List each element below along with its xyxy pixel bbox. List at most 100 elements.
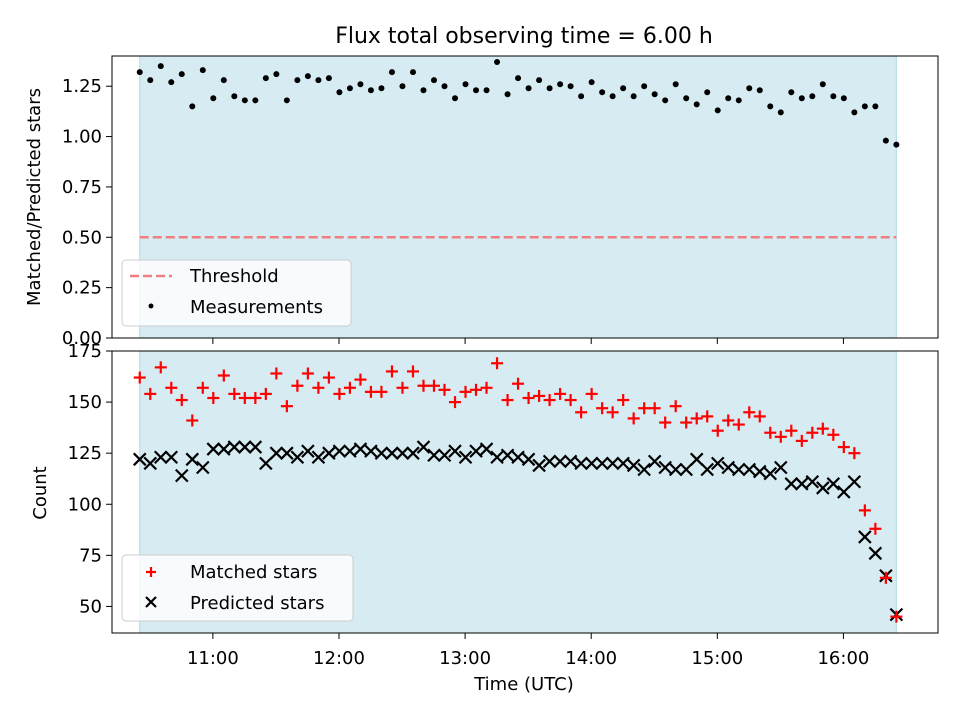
measurement-point	[399, 83, 406, 90]
bottom-panel: 50 75 100 125 150 175 11:00 12:00 13:00 14:00 15:…	[30, 341, 939, 695]
measurement-point	[557, 81, 564, 88]
matched-stars-point	[848, 447, 861, 460]
matched-stars-point	[890, 610, 903, 623]
bottom-y-tick-label: 150	[68, 392, 102, 413]
predicted-stars-point	[837, 485, 851, 499]
predicted-stars-point	[343, 444, 357, 458]
predicted-stars-point	[227, 440, 242, 454]
matched-stars-point	[722, 414, 735, 427]
matched-stars-point	[585, 387, 598, 400]
matched-stars-point	[638, 402, 651, 415]
matched-stars-point	[711, 424, 724, 437]
matched-stars-point	[217, 369, 230, 382]
legend-predicted-swatch	[145, 596, 157, 608]
legend-matched-label: Matched stars	[190, 562, 317, 583]
matched-stars-point	[406, 365, 419, 378]
predicted-stars-point	[584, 456, 599, 471]
predicted-stars-point	[563, 454, 578, 469]
x-tick-label: 15:00	[691, 648, 743, 669]
predicted-stars-point	[301, 444, 315, 458]
predicted-stars-point	[721, 460, 736, 475]
matched-stars-point	[806, 426, 819, 439]
measurement-point	[777, 109, 784, 116]
measurement-point	[388, 69, 395, 76]
measurement-point	[620, 85, 627, 92]
measurement-point	[830, 93, 837, 100]
predicted-stars-point	[710, 456, 725, 471]
bottom-plot-area	[132, 357, 904, 623]
predicted-stars-point	[532, 458, 546, 473]
predicted-stars-point	[700, 462, 715, 477]
matched-stars-point	[575, 406, 588, 419]
matched-stars-point	[427, 379, 440, 392]
measurement-point	[473, 87, 480, 94]
measurement-point	[220, 77, 227, 84]
matched-stars-point	[795, 434, 808, 447]
matched-stars-point	[312, 381, 325, 394]
matched-stars-point	[743, 406, 756, 419]
predicted-stars-point	[658, 460, 672, 475]
predicted-stars-point	[668, 462, 683, 477]
predicted-stars-point	[511, 450, 525, 465]
predicted-stars-point	[774, 460, 788, 475]
predicted-stars-point	[395, 446, 410, 460]
measurement-point	[157, 63, 164, 70]
measurement-point	[441, 83, 448, 90]
bottom-y-tick-label: 175	[68, 341, 102, 362]
predicted-stars-point	[458, 450, 473, 465]
measurement-point	[651, 91, 658, 98]
measurement-point	[420, 87, 427, 94]
predicted-stars-point	[795, 477, 809, 491]
predicted-stars-point	[626, 458, 641, 473]
measurement-point	[241, 97, 248, 104]
measurement-point	[893, 141, 900, 148]
predicted-stars-point	[500, 448, 515, 462]
bottom-legend-box	[121, 554, 354, 622]
measurement-point	[262, 75, 269, 82]
matched-stars-point	[564, 394, 577, 407]
top-legend-box	[121, 259, 352, 327]
measurement-point	[746, 85, 753, 92]
legend-measurements-label: Measurements	[190, 297, 323, 318]
top-y-axis: 0.00 0.25 0.50 0.75 1.00 1.25	[62, 76, 112, 349]
x-tick-label: 13:00	[439, 648, 491, 669]
predicted-stars-point	[479, 442, 494, 456]
predicted-stars-point	[153, 450, 168, 465]
measurement-point	[231, 93, 238, 100]
predicted-stars-point	[858, 530, 872, 544]
top-panel: 0.00 0.25 0.50 0.75 1.00 1.25 Matched/Predict…	[24, 55, 939, 349]
measurement-point	[494, 59, 501, 66]
matched-stars-point	[375, 385, 388, 398]
predicted-stars-point	[322, 446, 336, 460]
top-y-tick-label: 0.25	[62, 278, 102, 299]
measurement-point	[630, 93, 637, 100]
predicted-stars-point	[364, 444, 378, 458]
bottom-y-tick-label: 75	[79, 545, 102, 566]
matched-stars-point	[480, 381, 493, 394]
top-y-axis-label: Matched/Predicted stars	[24, 88, 45, 306]
predicted-stars-point	[679, 462, 693, 477]
measurement-point	[462, 81, 469, 88]
predicted-stars-point	[605, 456, 620, 471]
measurement-point	[283, 97, 290, 104]
measurement-point	[588, 79, 595, 86]
predicted-stars-point	[521, 452, 536, 467]
matched-stars-point	[785, 424, 798, 437]
predicted-stars-point	[595, 456, 609, 471]
matched-stars-point	[438, 383, 451, 396]
measurement-point	[546, 85, 553, 92]
matched-stars-point	[774, 430, 787, 443]
legend-matched-swatch	[146, 567, 156, 577]
predicted-stars-point	[553, 454, 567, 469]
predicted-stars-point	[763, 466, 778, 481]
predicted-stars-point	[185, 452, 200, 467]
measurement-point	[252, 97, 259, 104]
measurement-point	[189, 103, 196, 110]
predicted-stars-point	[132, 452, 147, 467]
matched-stars-point	[512, 377, 525, 390]
x-axis-label: Time (UTC)	[473, 674, 574, 695]
predicted-stars-point	[616, 456, 630, 471]
predicted-stars-point	[490, 450, 504, 465]
predicted-stars-point	[164, 450, 179, 465]
measurement-point	[273, 71, 280, 78]
